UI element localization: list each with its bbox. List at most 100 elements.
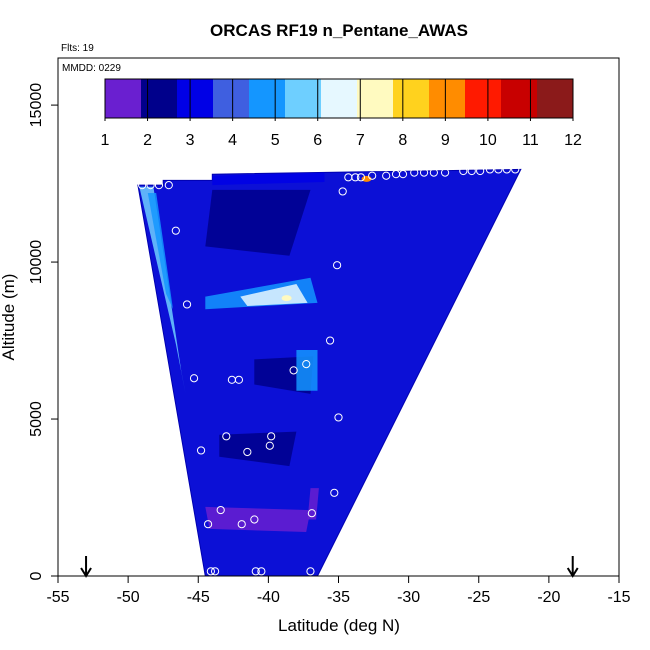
sample-point-46 [251, 567, 260, 576]
colorbar-swatch-9 [429, 79, 466, 118]
sample-point-32 [334, 413, 343, 422]
colorbar-swatch-4 [249, 79, 286, 118]
x-tick-label-1: -50 [117, 589, 140, 606]
y-axis-label: Altitude (m) [0, 274, 18, 361]
sample-point-39 [216, 505, 225, 515]
colorbar-tick-label-5: 6 [313, 132, 322, 149]
sample-point-47 [257, 567, 266, 576]
arrow-0 [80, 556, 92, 578]
data-patch-9 [296, 350, 318, 391]
x-tick-label-2: -45 [187, 589, 210, 606]
x-tick-label-3: -40 [257, 589, 280, 606]
sample-point-42 [250, 515, 259, 524]
x-tick-label-4: -35 [327, 589, 350, 606]
sample-point-28 [485, 165, 495, 174]
colorbar-swatch-7 [357, 79, 394, 118]
colorbar-swatch-11 [501, 79, 538, 118]
colorbar-tick-label-8: 9 [441, 132, 450, 149]
sample-point-2 [154, 181, 164, 190]
sample-point-33 [222, 432, 231, 441]
x-tick-label-5: -30 [397, 589, 420, 606]
sample-point-41 [237, 520, 246, 529]
sample-point-11 [332, 261, 342, 270]
x-axis: -55 -50 -45 -40 -35 -30 -25 -20 -15 [46, 576, 631, 606]
sample-point-22 [419, 168, 429, 177]
sample-point-16 [356, 173, 366, 182]
sample-point-29 [494, 165, 503, 174]
colorbar-tick-label-2: 3 [186, 132, 195, 149]
mmdd-annotation: MMDD: 0229 [62, 63, 121, 74]
colorbar-tick-label-0: 1 [101, 132, 110, 149]
sample-point-23 [429, 168, 438, 177]
sample-point-21 [410, 168, 419, 177]
x-tick-label-8: -15 [607, 589, 630, 606]
flights-annotation: Flts: 19 [61, 43, 94, 54]
sample-point-6 [189, 374, 199, 383]
data-patch-6 [219, 431, 297, 467]
colorbar-swatch-0 [105, 79, 142, 118]
sample-point-20 [398, 170, 408, 179]
colorbar-tick-label-1: 2 [143, 132, 152, 149]
sample-point-17 [368, 171, 377, 180]
data-envelope [137, 169, 521, 576]
sample-point-0 [138, 181, 147, 190]
y-tick-label-2: 10000 [28, 240, 45, 285]
sample-point-38 [330, 488, 339, 497]
colorbar-swatch-2 [177, 79, 214, 118]
colorbar-tick-label-4: 5 [271, 132, 280, 149]
colorbar-tick-label-7: 8 [398, 132, 407, 149]
x-tick-label-7: -20 [537, 589, 560, 606]
data-patch-3 [240, 284, 308, 306]
sample-point-18 [382, 171, 391, 180]
arrows [80, 556, 579, 578]
sample-point-31 [511, 165, 520, 174]
x-tick-label-6: -25 [467, 589, 490, 606]
sample-point-44 [206, 567, 215, 576]
y-tick-label-0: 0 [28, 571, 45, 580]
sample-point-25 [459, 166, 468, 176]
y-tick-label-1: 5000 [28, 401, 45, 437]
colorbar-swatch-12 [537, 79, 574, 118]
y-tick-label-3: 15000 [28, 83, 45, 128]
sample-point-37 [265, 441, 274, 450]
sample-point-3 [164, 181, 173, 190]
sample-point-48 [306, 567, 315, 576]
data-patch-4 [205, 189, 311, 256]
y-axis: 0 5000 10000 15000 [28, 83, 58, 580]
sample-point-27 [476, 166, 485, 176]
colorbar-tick-label-9: 10 [479, 132, 497, 149]
sample-point-15 [351, 173, 360, 182]
arrow-1 [566, 556, 579, 578]
sample-point-30 [502, 165, 511, 174]
colorbar: 1 2 3 4 5 6 7 8 9 10 11 12 [101, 78, 582, 149]
data-patch-1 [147, 193, 173, 310]
data-patch-8 [307, 488, 319, 520]
colorbar-swatch-6 [321, 79, 358, 118]
sample-point-35 [196, 446, 206, 455]
colorbar-swatch-1 [141, 79, 178, 118]
colorbar-tick-label-3: 4 [228, 132, 237, 149]
colorbar-swatch-3 [213, 79, 250, 118]
colorbar-swatch-5 [285, 79, 322, 118]
colorbar-tick-label-6: 7 [356, 132, 365, 149]
data-envelope-edge [137, 168, 522, 576]
sample-point-36 [243, 447, 252, 457]
sample-point-12 [325, 336, 335, 345]
sample-point-40 [203, 520, 213, 529]
colorbar-swatch-8 [393, 79, 430, 118]
sample-point-1 [146, 181, 155, 190]
sample-point-34 [267, 432, 276, 441]
data-patch-10 [212, 172, 325, 186]
colorbar-tick-label-10: 11 [522, 132, 539, 149]
sample-point-13 [338, 187, 347, 196]
chart-title: ORCAS RF19 n_Pentane_AWAS [210, 21, 468, 40]
sample-point-45 [210, 567, 220, 576]
sample-point-24 [440, 168, 450, 177]
colorbar-tick-label-11: 12 [564, 132, 582, 149]
data-layer [137, 165, 522, 576]
hotspot-0 [281, 295, 292, 302]
sample-point-4 [171, 226, 180, 235]
x-tick-label-0: -55 [46, 589, 69, 606]
colorbar-swatch-10 [465, 79, 502, 118]
